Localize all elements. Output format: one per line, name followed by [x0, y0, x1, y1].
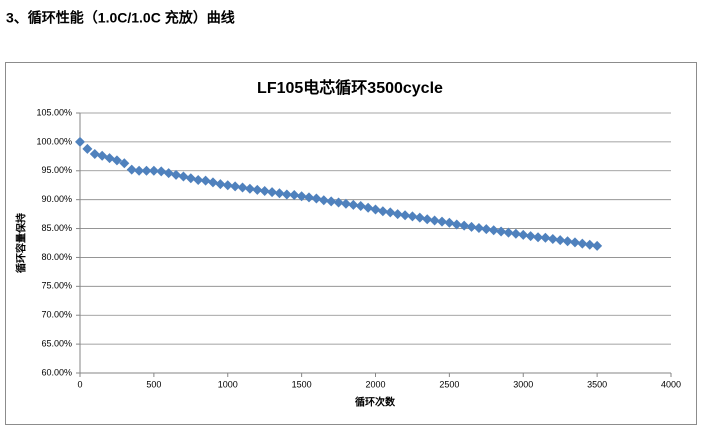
y-tick-label: 100.00%: [36, 136, 72, 146]
point: [451, 219, 462, 230]
x-tick-label: 3500: [587, 379, 607, 389]
point: [97, 150, 108, 161]
point: [510, 228, 521, 239]
point: [340, 198, 351, 209]
point: [259, 186, 270, 196]
point: [311, 193, 322, 204]
point: [547, 233, 558, 244]
point: [296, 191, 307, 202]
y-tick-label: 90.00%: [41, 194, 72, 204]
point: [178, 171, 189, 182]
x-tick-label: 1500: [292, 379, 312, 389]
point: [584, 239, 595, 250]
point: [555, 235, 566, 246]
point: [473, 222, 484, 233]
point: [488, 225, 499, 236]
y-axis-label: 循环容量保持: [15, 213, 28, 273]
point: [82, 143, 93, 154]
point: [363, 202, 374, 213]
point: [304, 192, 315, 203]
point: [414, 212, 425, 223]
point: [496, 226, 507, 237]
point: [75, 136, 85, 147]
point: [134, 165, 145, 176]
y-tick-label: 95.00%: [41, 165, 72, 175]
point: [377, 206, 388, 217]
point: [193, 175, 204, 186]
y-tick-label: 80.00%: [41, 252, 72, 262]
y-tick-label: 75.00%: [41, 281, 72, 291]
point: [407, 211, 418, 222]
point: [533, 232, 544, 243]
point: [222, 180, 233, 191]
point: [333, 197, 344, 208]
x-tick-label: 3000: [513, 379, 533, 389]
point: [111, 155, 122, 166]
x-tick-label: 500: [146, 379, 161, 389]
x-tick-label: 2500: [439, 379, 459, 389]
point: [156, 166, 167, 177]
point: [244, 183, 255, 194]
point: [370, 204, 381, 215]
point: [503, 227, 514, 238]
point: [569, 237, 580, 248]
point: [466, 221, 477, 232]
point: [392, 209, 403, 220]
x-tick-label: 1000: [218, 379, 238, 389]
point: [119, 158, 130, 169]
point: [429, 215, 440, 226]
point: [400, 210, 411, 221]
x-tick-label: 2000: [365, 379, 385, 389]
x-tick-label: 0: [77, 379, 82, 389]
y-tick-label: 105.00%: [36, 107, 72, 117]
point: [200, 175, 211, 186]
x-tick-label: 4000: [661, 379, 681, 389]
point: [436, 216, 447, 227]
point: [348, 199, 359, 210]
point: [104, 153, 115, 164]
point: [141, 165, 152, 176]
x-axis-label: 循环次数: [355, 396, 396, 409]
y-tick-label: 60.00%: [41, 367, 72, 377]
point: [267, 187, 278, 198]
point: [237, 182, 248, 193]
point: [281, 189, 292, 200]
y-tick-label: 85.00%: [41, 223, 72, 233]
point: [540, 232, 551, 243]
point: [89, 149, 100, 160]
point: [318, 195, 329, 206]
point: [126, 164, 137, 175]
point: [230, 181, 241, 192]
chart-title: LF105电芯循环3500cycle: [257, 78, 443, 97]
point: [274, 188, 285, 199]
point: [207, 177, 218, 188]
point: [385, 207, 396, 218]
heading: 3、循环性能（1.0C/1.0C 充放）曲线: [6, 10, 235, 26]
point: [185, 173, 196, 184]
y-tick-label: 70.00%: [41, 310, 72, 320]
point: [252, 184, 263, 195]
point: [562, 236, 573, 247]
point: [171, 169, 182, 180]
point: [355, 201, 366, 212]
point: [444, 217, 455, 228]
point: [481, 224, 492, 235]
point: [326, 196, 337, 207]
point: [459, 220, 470, 231]
point: [289, 190, 300, 201]
point: [163, 168, 174, 179]
point: [215, 179, 226, 190]
point: [592, 240, 603, 251]
point: [422, 214, 433, 225]
point: [148, 165, 159, 176]
point: [518, 229, 529, 240]
point: [525, 231, 536, 242]
point: [577, 238, 588, 249]
y-tick-label: 65.00%: [41, 338, 72, 348]
